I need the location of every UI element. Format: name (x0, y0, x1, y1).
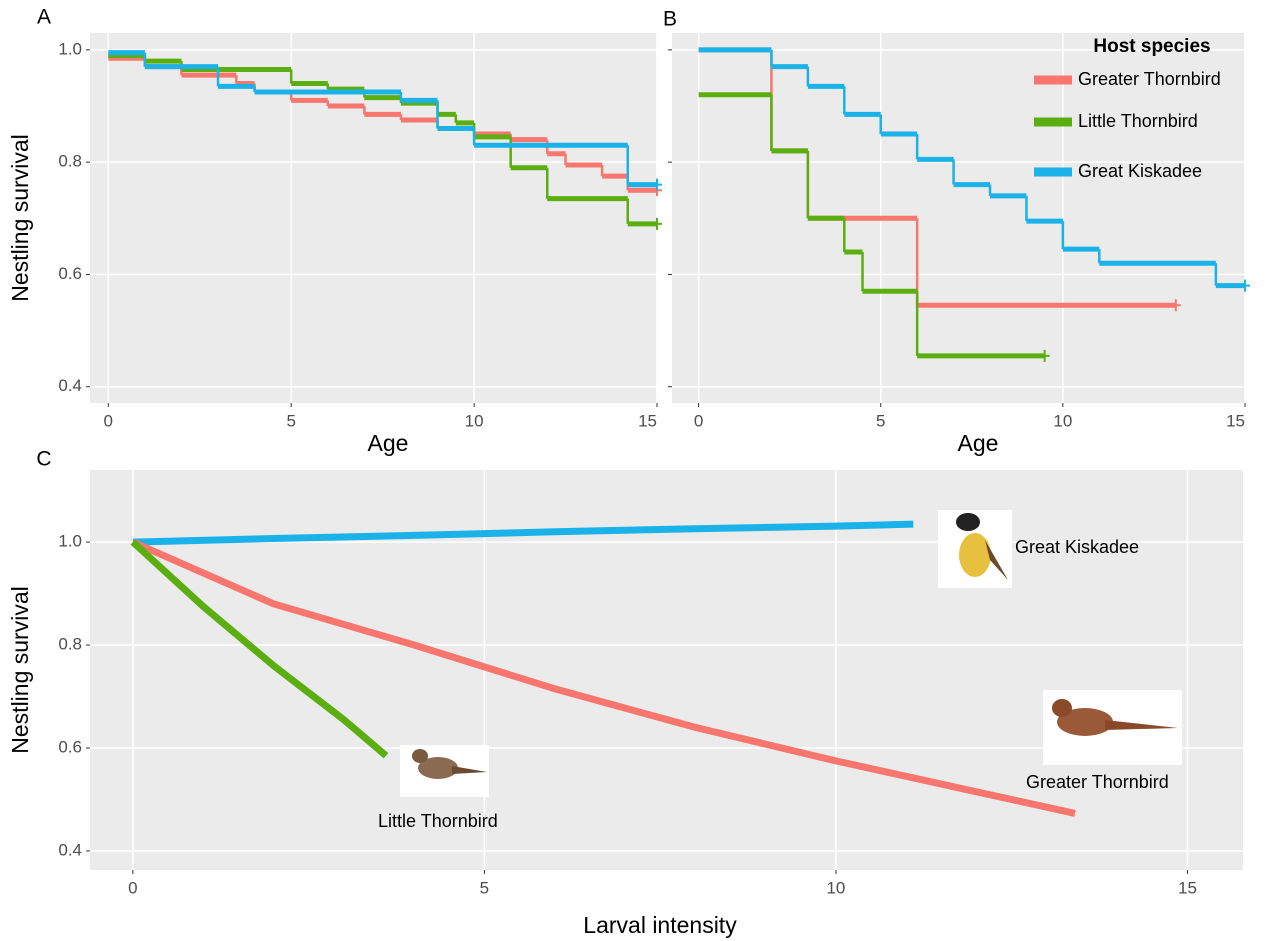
y-tick-label: 1.0 (58, 39, 82, 58)
x-tick-label: 10 (826, 878, 845, 897)
bird-little-thornbird (400, 745, 489, 797)
x-tick-label: 5 (286, 411, 295, 430)
x-tick-label: 15 (638, 411, 657, 430)
annotation: Greater Thornbird (1026, 772, 1169, 792)
x-tick-label: 5 (876, 411, 885, 430)
y-tick-label: 0.8 (58, 152, 82, 171)
legend-title: Host species (1093, 36, 1210, 57)
bird-kiskadee (938, 510, 1012, 588)
x-axis-title: Larval intensity (583, 912, 737, 938)
y-tick-label: 0.4 (58, 840, 82, 859)
x-tick-label: 0 (128, 878, 137, 897)
x-tick-label: 0 (694, 411, 703, 430)
legend-label: Great Kiskadee (1078, 161, 1202, 181)
y-axis-title: Nestling survival (7, 586, 33, 753)
panel: 0.4 0.6 0.8 1.0 0 5 10 15 Age Nestling survival A (7, 6, 662, 457)
x-tick-label: 5 (480, 878, 489, 897)
bird-greater-thornbird (1043, 690, 1182, 765)
y-tick-label: 0.6 (58, 737, 82, 756)
plot-background (90, 33, 657, 403)
y-tick-label: 0.6 (58, 264, 82, 283)
x-tick-label: 0 (104, 411, 113, 430)
legend-label: Greater Thornbird (1078, 69, 1221, 89)
panel-label: B (663, 8, 677, 31)
y-tick-label: 0.8 (58, 635, 82, 654)
y-tick-label: 0.4 (58, 376, 82, 395)
legend-label: Little Thornbird (1078, 111, 1198, 131)
x-tick-label: 10 (465, 411, 484, 430)
x-axis-title: Age (368, 430, 409, 456)
y-tick-label: 1.0 (58, 532, 82, 551)
panel-label: C (36, 448, 51, 471)
x-tick-label: 10 (1053, 411, 1072, 430)
x-tick-label: 15 (1178, 878, 1197, 897)
figure: 0.40.60.81.0051015AgeNestling survivalA0… (0, 0, 1265, 941)
panel: 0 5 10 15 Age B Host species Greater Thornbird L… (663, 8, 1250, 457)
annotation: Great Kiskadee (1015, 537, 1139, 557)
annotation: Little Thornbird (378, 811, 498, 831)
y-axis-title: Nestling survival (7, 134, 33, 301)
x-tick-label: 15 (1226, 411, 1245, 430)
x-axis-title: Age (958, 430, 999, 456)
panel-label: A (37, 6, 51, 29)
